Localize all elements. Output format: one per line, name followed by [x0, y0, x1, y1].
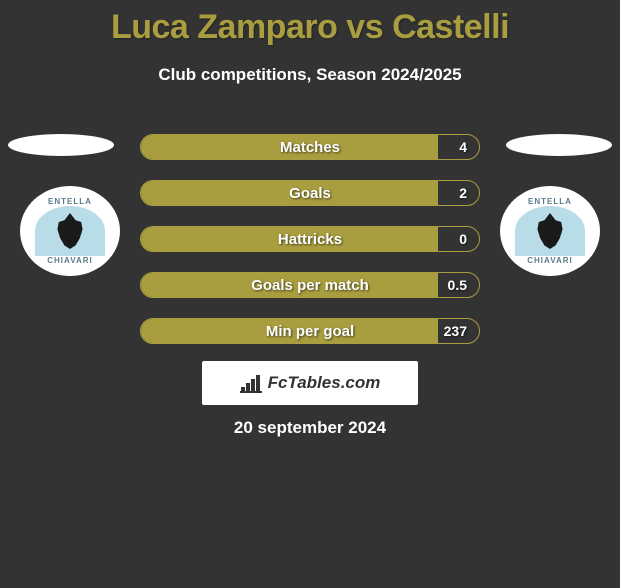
- comparison-title: Luca Zamparo vs Castelli: [0, 8, 620, 47]
- date-text: 20 september 2024: [0, 418, 620, 438]
- brand-chart-icon: [240, 373, 262, 393]
- stat-value: 2: [459, 185, 467, 201]
- stat-row-min-per-goal: Min per goal 237: [140, 318, 480, 344]
- stat-row-hattricks: Hattricks 0: [140, 226, 480, 252]
- player-right-ellipse: [506, 134, 612, 156]
- stat-label: Goals per match: [141, 277, 479, 294]
- stat-label: Goals: [141, 185, 479, 202]
- club-badge-left: ENTELLA CHIAVARI: [20, 186, 120, 276]
- player-left-ellipse: [8, 134, 114, 156]
- badge-arc-top: ENTELLA: [528, 197, 572, 206]
- badge-figure-icon: [536, 213, 564, 249]
- stat-value: 4: [459, 139, 467, 155]
- badge-sky: [515, 206, 585, 256]
- stat-label: Matches: [141, 139, 479, 156]
- badge-figure-icon: [56, 213, 84, 249]
- stat-row-goals: Goals 2: [140, 180, 480, 206]
- stat-row-goals-per-match: Goals per match 0.5: [140, 272, 480, 298]
- badge-arc-bottom: CHIAVARI: [527, 256, 572, 265]
- stats-container: Matches 4 Goals 2 Hattricks 0 Goals per …: [140, 134, 480, 364]
- stat-label: Hattricks: [141, 231, 479, 248]
- stat-row-matches: Matches 4: [140, 134, 480, 160]
- brand-text: FcTables.com: [268, 373, 381, 393]
- badge-sky: [35, 206, 105, 256]
- badge-arc-bottom: CHIAVARI: [47, 256, 92, 265]
- badge-arc-top: ENTELLA: [48, 197, 92, 206]
- club-badge-right: ENTELLA CHIAVARI: [500, 186, 600, 276]
- stat-value: 0.5: [448, 277, 467, 293]
- brand-box[interactable]: FcTables.com: [202, 361, 418, 405]
- stat-value: 0: [459, 231, 467, 247]
- stat-value: 237: [444, 323, 467, 339]
- comparison-subtitle: Club competitions, Season 2024/2025: [0, 65, 620, 85]
- stat-label: Min per goal: [141, 323, 479, 340]
